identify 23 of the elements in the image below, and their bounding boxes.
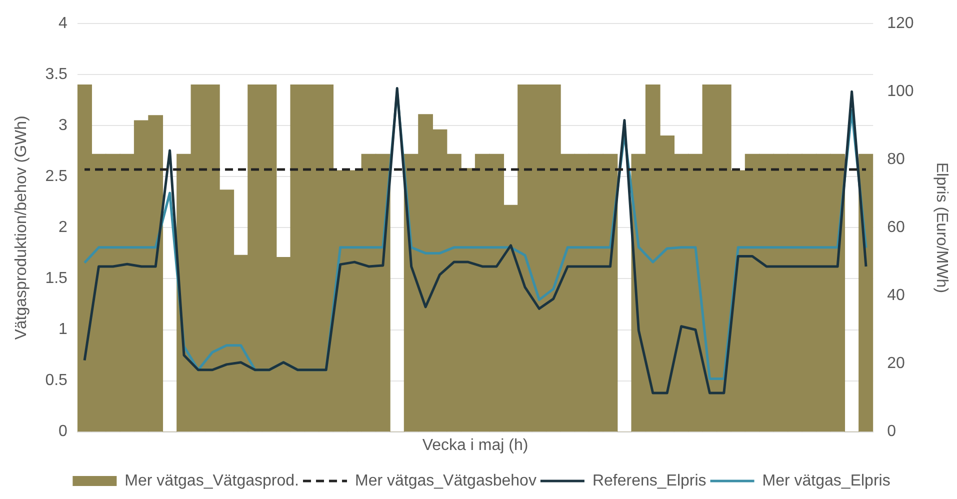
y-tick-label: 0.5 — [45, 372, 68, 390]
y-tick-label: 1 — [58, 321, 68, 338]
y2-tick-label: 60 — [887, 219, 906, 236]
x-axis-title: Vecka i maj (h) — [422, 436, 528, 454]
y-tick-label: 2.5 — [45, 168, 68, 186]
y-tick-label: 1.5 — [45, 270, 68, 288]
y2-tick-label: 20 — [887, 355, 906, 372]
y-tick-label: 3.5 — [45, 66, 68, 84]
y2-tick-label: 80 — [887, 151, 906, 168]
legend-label: Mer vätgas_Vätgasprod. — [124, 472, 300, 490]
legend-label: Mer vätgas_Elpris — [762, 472, 890, 490]
y2-tick-label: 100 — [887, 83, 914, 100]
y-tick-label: 2 — [58, 219, 68, 236]
legend-label: Referens_Elpris — [592, 472, 706, 490]
y2-tick-label: 40 — [887, 287, 906, 304]
legend-label: Mer vätgas_Vätgasbehov — [355, 472, 536, 490]
y2-axis-title: Elpris (Euro/MWh) — [932, 162, 950, 294]
y-tick-label: 4 — [58, 15, 68, 32]
y-tick-label: 0 — [58, 423, 68, 440]
y2-tick-label: 120 — [887, 15, 914, 32]
y2-tick-label: 0 — [887, 423, 896, 440]
y-tick-label: 3 — [58, 117, 68, 134]
y-axis-title: Vätgasproduktion/behov (GWh) — [13, 116, 30, 340]
